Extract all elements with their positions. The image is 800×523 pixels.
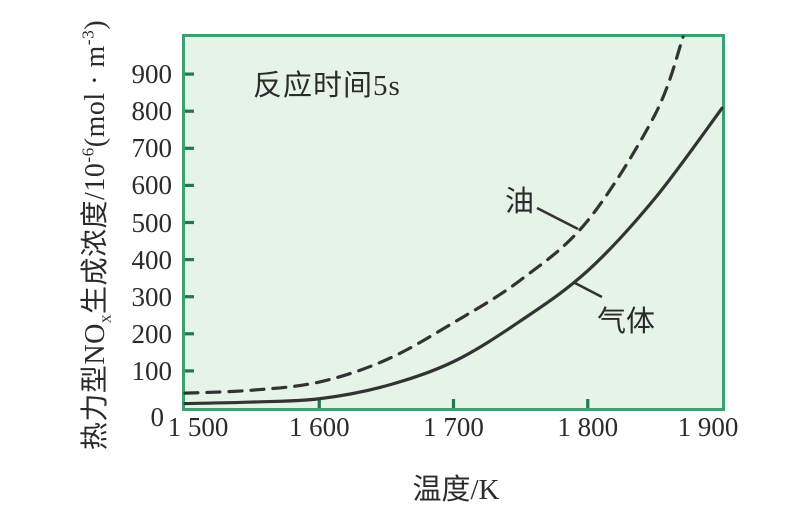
- plot-canvas: [182, 34, 725, 411]
- y-tick-label: 100: [131, 355, 173, 386]
- y-axis-label-superscript: -3: [78, 29, 98, 46]
- x-tick-label: 1 500: [167, 412, 229, 442]
- annotation-reaction-time: 反应时间5s: [253, 70, 401, 102]
- series-label-gas: 气体: [597, 306, 656, 338]
- leader-line: [572, 280, 603, 299]
- y-tick-label: 800: [131, 96, 173, 127]
- y-axis-label-text: ): [80, 19, 111, 30]
- y-tick-label: 500: [131, 207, 173, 238]
- y-tick-label: 900: [131, 59, 173, 90]
- y-tick-label: 600: [131, 170, 173, 201]
- plot-border: [182, 34, 725, 411]
- x-tick-label: 1 700: [423, 412, 484, 442]
- y-tick-label: 0: [150, 402, 165, 432]
- x-tick-label: 1 600: [288, 412, 350, 442]
- x-tick-label: 1 900: [677, 412, 739, 442]
- x-tick-label: 1 800: [557, 412, 619, 442]
- y-tick-label: 300: [131, 281, 173, 312]
- plot-area: [182, 34, 725, 411]
- y-tick-label: 200: [131, 318, 173, 349]
- x-axis-label: 温度/K: [412, 474, 500, 506]
- series-label-oil: 油: [505, 186, 535, 218]
- leader-line: [536, 206, 579, 231]
- oil-curve: [183, 35, 685, 395]
- gas-curve: [183, 106, 724, 406]
- y-tick-label: 400: [131, 244, 173, 275]
- y-tick-label: 700: [131, 133, 173, 164]
